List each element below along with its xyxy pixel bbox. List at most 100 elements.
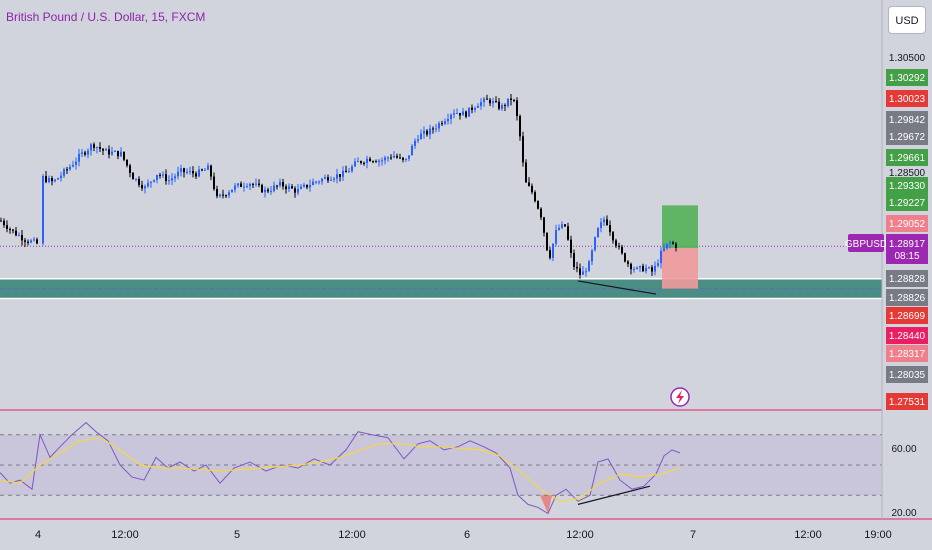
candle-body — [396, 155, 398, 158]
candle-body — [570, 239, 572, 254]
candle-body — [660, 250, 662, 264]
candle-body — [507, 98, 509, 106]
candle-body — [90, 144, 92, 151]
take-profit-box — [662, 205, 698, 249]
price-label: 1.28317 — [889, 349, 926, 360]
candle-body — [3, 220, 5, 226]
rsi-tick-label: 20.00 — [891, 508, 916, 519]
price-label: 1.30023 — [889, 94, 926, 105]
candle-body — [591, 250, 593, 262]
candle-body — [561, 224, 563, 228]
chart-title: British Pound / U.S. Dollar, 15, FXCM — [6, 10, 206, 24]
candle-body — [312, 181, 314, 186]
candle-body — [186, 171, 188, 173]
candle-body — [645, 267, 647, 272]
candle-body — [267, 189, 269, 192]
candle-body — [567, 226, 569, 240]
candle-body — [270, 190, 272, 192]
candle-body — [606, 219, 608, 226]
candle-body — [162, 174, 164, 176]
candle-body — [303, 184, 305, 187]
candle-body — [432, 128, 434, 130]
candle-body — [672, 242, 674, 244]
candle-body — [609, 225, 611, 233]
symbol-badge — [848, 234, 884, 252]
candle-body — [276, 185, 278, 187]
candle-body — [336, 174, 338, 179]
candle-body — [603, 219, 605, 223]
candle-body — [294, 188, 296, 193]
candle-body — [99, 146, 101, 149]
candle-body — [234, 185, 236, 190]
candle-body — [354, 161, 356, 167]
candle-body — [471, 107, 473, 110]
candle-body — [339, 174, 341, 177]
candle-body — [558, 227, 560, 230]
candle-body — [237, 183, 239, 186]
candle-body — [615, 240, 617, 246]
price-label-box — [886, 366, 928, 383]
x-tick-label: 12:00 — [794, 529, 822, 541]
candle-body — [468, 107, 470, 117]
candle-body — [279, 181, 281, 186]
candle-body — [222, 194, 224, 196]
candle-body — [393, 155, 395, 158]
price-label: 1.29330 — [889, 181, 926, 192]
candle-body — [297, 188, 299, 193]
candle-body — [531, 185, 533, 193]
candle-body — [48, 178, 50, 182]
candle-body — [309, 185, 311, 188]
price-label-box — [886, 111, 928, 128]
candle-body — [417, 139, 419, 141]
candle-body — [582, 271, 584, 275]
candle-body — [15, 230, 17, 236]
candle-body — [324, 177, 326, 179]
candle-body — [597, 227, 599, 238]
candle-body — [96, 146, 98, 148]
candle-body — [525, 162, 527, 183]
candle-body — [219, 194, 221, 197]
candle-body — [243, 186, 245, 188]
candle-body — [402, 157, 404, 160]
candle-body — [60, 175, 62, 179]
candle-body — [105, 149, 107, 151]
price-label: 1.28828 — [889, 274, 926, 285]
currency-button[interactable]: USD — [888, 6, 926, 34]
price-label: 1.29842 — [889, 115, 926, 126]
candle-body — [75, 161, 77, 165]
candle-body — [201, 169, 203, 171]
candle-body — [462, 111, 464, 116]
candle-body — [390, 157, 392, 159]
rsi-series-rsi — [0, 421, 681, 515]
candle-body — [438, 123, 440, 129]
candle-body — [387, 157, 389, 159]
price-tick-label: 1.30500 — [889, 53, 926, 64]
candle-body — [0, 220, 2, 222]
candle-body — [240, 183, 242, 187]
candle-body — [180, 168, 182, 172]
candle-body — [171, 178, 173, 181]
price-label-box — [886, 194, 928, 211]
candle-body — [675, 243, 677, 248]
price-label-box — [886, 393, 928, 410]
candle-body — [333, 178, 335, 180]
candle-body — [252, 183, 254, 185]
price-label-box — [886, 307, 928, 324]
candle-body — [177, 171, 179, 177]
price-label: 1.29661 — [889, 153, 926, 164]
candle-body — [369, 158, 371, 162]
candle-body — [288, 186, 290, 190]
candle-body — [441, 123, 443, 125]
price-label-box — [886, 177, 928, 194]
candle-body — [132, 172, 134, 180]
candle-body — [111, 151, 113, 155]
price-label: 1.28826 — [889, 293, 926, 304]
candle-body — [159, 174, 161, 176]
current-price-label: 1.28917 — [889, 239, 926, 250]
x-tick-label: 12:00 — [338, 529, 366, 541]
candle-body — [231, 189, 233, 193]
candle-body — [153, 179, 155, 182]
candle-body — [351, 166, 353, 172]
candle-body — [27, 241, 29, 243]
